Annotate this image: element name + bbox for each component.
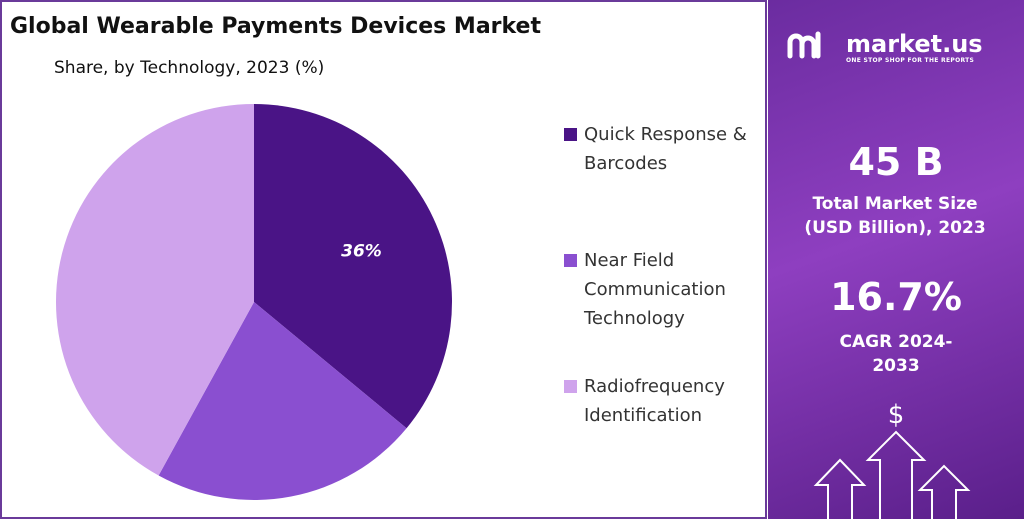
- chart-title: Global Wearable Payments Devices Market: [10, 14, 541, 39]
- brand-tagline: ONE STOP SHOP FOR THE REPORTS: [846, 57, 975, 64]
- cagr-label: CAGR 2024-2033: [839, 332, 953, 376]
- legend-swatch: [564, 380, 577, 393]
- brand-name: market.us: [846, 30, 983, 58]
- legend-item: Near Field Communication Technology: [564, 246, 779, 333]
- currency-icon: $: [887, 400, 905, 430]
- pie-chart: 36%: [55, 104, 452, 500]
- data-label: 36%: [341, 241, 382, 261]
- legend-item: Radiofrequency Identification: [564, 372, 779, 430]
- legend-swatch: [564, 254, 577, 267]
- market-size-label: Total Market Size (USD Billion), 2023: [804, 194, 986, 238]
- pie-slice: [158, 302, 407, 500]
- chart-subtitle: Share, by Technology, 2023 (%): [54, 58, 325, 78]
- pie-slice: [254, 104, 452, 429]
- legend-label: Radiofrequency Identification: [584, 376, 725, 426]
- pie-slice: [55, 104, 255, 476]
- brand-logo: [787, 31, 821, 59]
- growth-arrows: [813, 430, 971, 519]
- legend-item: Quick Response & Barcodes: [564, 120, 779, 178]
- legend-label: Quick Response & Barcodes: [584, 124, 747, 174]
- chart-panel: Global Wearable Payments Devices Market …: [0, 0, 767, 519]
- cagr-value: 16.7%: [830, 275, 962, 319]
- market-size: 45 B: [848, 140, 944, 184]
- legend-label: Near Field Communication Technology: [584, 250, 726, 329]
- legend-swatch: [564, 128, 577, 141]
- sidebar: market.us ONE STOP SHOP FOR THE REPORTS …: [768, 0, 1024, 519]
